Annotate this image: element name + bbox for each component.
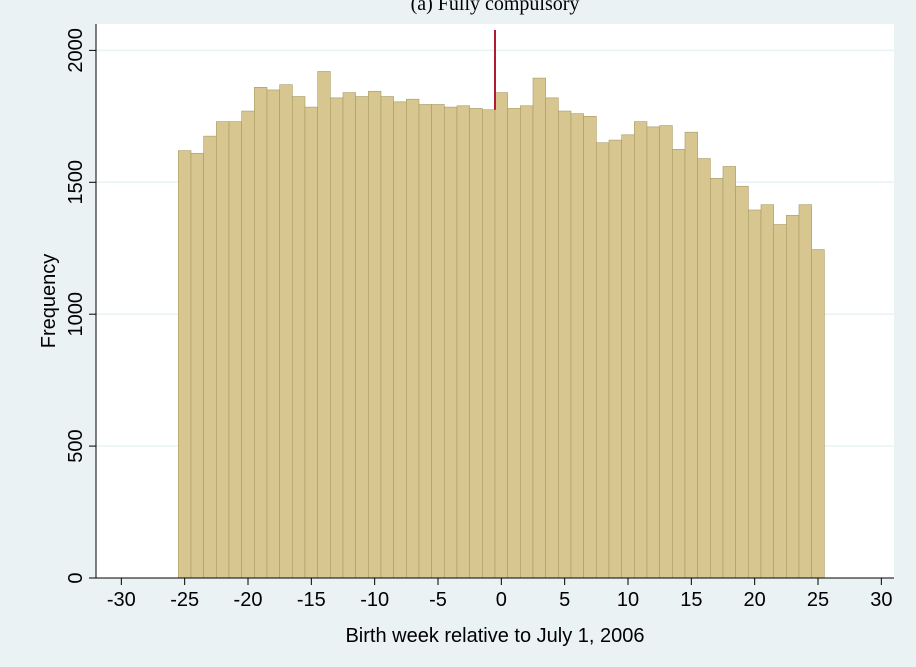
histogram-bar: [279, 84, 293, 579]
y-tick-label: 1000: [65, 292, 87, 337]
histogram-bar: [811, 249, 825, 579]
histogram-bar: [216, 121, 230, 579]
histogram-bar: [342, 92, 356, 579]
histogram-bar: [203, 135, 217, 579]
histogram-bar: [710, 178, 724, 579]
bars: [178, 71, 825, 579]
histogram-bar: [393, 101, 407, 579]
x-tick-label: -10: [360, 589, 389, 611]
histogram-bar: [190, 152, 204, 579]
histogram-bar: [634, 121, 648, 579]
histogram-bar: [786, 214, 800, 579]
histogram-bar: [596, 142, 610, 579]
x-tick-label: -15: [297, 589, 326, 611]
histogram-bar: [722, 166, 736, 579]
x-tick-label: 10: [617, 589, 639, 611]
histogram-bar: [418, 104, 432, 579]
histogram-bar: [304, 106, 318, 579]
x-tick-label: 15: [680, 589, 702, 611]
histogram-bar: [380, 96, 394, 579]
x-tick-label: -5: [429, 589, 447, 611]
histogram-bar: [684, 131, 698, 579]
histogram-bar: [178, 150, 192, 579]
histogram-bar: [254, 87, 268, 579]
histogram-bar: [520, 105, 534, 579]
histogram-bar: [494, 92, 508, 579]
histogram-bar: [545, 97, 559, 579]
x-tick-label: -30: [107, 589, 136, 611]
histogram-bar: [469, 108, 483, 579]
histogram-bar: [292, 96, 306, 579]
histogram-bar: [532, 77, 546, 579]
x-tick-label: 20: [744, 589, 766, 611]
histogram-bar: [368, 90, 382, 579]
x-tick-label: 0: [496, 589, 507, 611]
histogram-bar: [697, 158, 711, 579]
y-tick-label: 0: [65, 572, 87, 583]
histogram-bar: [266, 89, 280, 579]
x-tick-label: 5: [559, 589, 570, 611]
histogram-bar: [748, 209, 762, 579]
histogram-bar: [608, 139, 622, 579]
histogram-bar: [558, 110, 572, 579]
x-tick-label: -20: [234, 589, 263, 611]
y-tick-label: 2000: [65, 28, 87, 73]
histogram-bar: [583, 116, 597, 579]
x-tick-label: 25: [807, 589, 829, 611]
chart-title: (a) Fully compulsory: [411, 0, 580, 15]
histogram-bar: [507, 108, 521, 579]
histogram-bar: [773, 224, 787, 579]
histogram-bar: [672, 149, 686, 579]
histogram-bar: [482, 109, 496, 579]
histogram-bar: [406, 98, 420, 579]
histogram-bar: [760, 204, 774, 579]
histogram-bar: [317, 71, 331, 579]
y-tick-label: 500: [65, 429, 87, 462]
y-tick-label: 1500: [65, 160, 87, 205]
histogram-bar: [444, 106, 458, 579]
histogram-bar: [735, 185, 749, 579]
histogram-bar: [659, 125, 673, 579]
y-axis-title: Frequency: [38, 254, 60, 349]
histogram-bar: [456, 105, 470, 579]
histogram-bar: [330, 97, 344, 579]
histogram-bar: [646, 126, 660, 579]
x-tick-label: 30: [870, 589, 892, 611]
x-axis-title: Birth week relative to July 1, 2006: [345, 625, 644, 647]
axes: 0 500 1000 1500 2000 -30 -25 -20 -15 -10 -5 0 5 10 15 2…: [65, 24, 894, 611]
histogram-bar: [228, 121, 242, 579]
histogram-bar: [621, 134, 635, 579]
x-tick-label: -25: [170, 589, 199, 611]
histogram-bar: [570, 113, 584, 579]
histogram-bar: [431, 104, 445, 579]
histogram-bar: [241, 110, 255, 579]
histogram-bar: [355, 96, 369, 579]
histogram-bar: [798, 204, 812, 579]
